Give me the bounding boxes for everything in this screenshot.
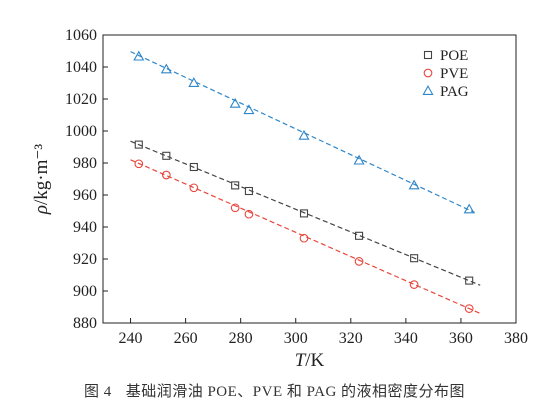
pve-fit-line <box>130 159 481 314</box>
legend: POE PVE PAG <box>422 48 469 100</box>
poe-point <box>410 254 419 263</box>
pag-point <box>160 63 172 74</box>
pag-point <box>408 179 420 190</box>
x-tick-label: 320 <box>339 330 363 347</box>
figure-caption-text: 基础润滑油 POE、PVE 和 PAG 的液相密度分布图 <box>125 384 466 400</box>
y-tick-label: 880 <box>73 315 97 332</box>
y-tick-label: 1060 <box>65 27 97 44</box>
pve-point <box>354 257 364 266</box>
x-tick-label: 340 <box>394 330 418 347</box>
figure-label: 图 4 <box>83 384 112 400</box>
y-tick-label: 1000 <box>65 123 97 140</box>
x-tick-label: 280 <box>229 330 253 347</box>
pve-point <box>244 209 254 219</box>
y-tick-label: 1020 <box>65 91 97 108</box>
pve-legend-label: PVE <box>440 66 468 82</box>
y-tick-label: 920 <box>73 251 97 268</box>
x-tick-label: 300 <box>284 330 308 347</box>
y-tick-label: 960 <box>73 187 97 204</box>
poe-point <box>244 186 253 196</box>
pag-point <box>229 97 241 108</box>
x-tick-label: 360 <box>449 330 473 347</box>
poe-point <box>231 181 240 190</box>
x-tick-label: 380 <box>504 330 528 347</box>
pve-point <box>161 170 171 180</box>
poe-legend-label: POE <box>440 48 468 64</box>
data-points <box>133 50 475 313</box>
x-axis-var: T <box>295 350 307 371</box>
poe-point <box>355 231 364 240</box>
fit-lines <box>130 51 481 314</box>
pve-point <box>464 304 474 313</box>
y-tick-label: 1040 <box>65 59 97 76</box>
y-axis-var: ρ <box>31 205 52 215</box>
x-tick-label: 260 <box>174 330 198 347</box>
pve-point <box>134 159 144 169</box>
pag-point <box>243 104 255 115</box>
pag-point <box>463 203 475 214</box>
axis-ticks: 240 260 280 300 320 340 360 380 880 900 920 940 960 9… <box>65 27 528 347</box>
pag-fit-line <box>130 51 475 214</box>
x-axis-title: T/K <box>295 350 325 371</box>
poe-legend-marker <box>423 50 433 60</box>
pag-legend-marker <box>422 85 434 95</box>
pve-legend-marker <box>423 68 433 78</box>
x-axis-unit: /K <box>305 350 324 371</box>
pve-point <box>189 183 199 193</box>
poe-point <box>465 276 474 285</box>
plot-frame <box>102 34 517 324</box>
poe-fit-line <box>130 140 481 286</box>
pag-point <box>353 154 365 165</box>
pag-point <box>298 129 310 140</box>
figure-caption: 图 4 基础润滑油 POE、PVE 和 PAG 的液相密度分布图 <box>0 380 549 401</box>
y-axis-unit: /kg·m⁻³ <box>31 144 52 205</box>
pag-legend-label: PAG <box>440 84 469 100</box>
y-axis-title: ρ/kg·m⁻³ <box>31 144 52 216</box>
pve-point <box>230 203 240 213</box>
poe-point <box>134 140 143 149</box>
x-tick-label: 240 <box>119 330 143 347</box>
poe-point <box>162 151 171 160</box>
poe-point <box>189 162 198 172</box>
poe-point <box>299 209 309 218</box>
y-tick-label: 940 <box>73 219 97 236</box>
pve-point <box>409 280 419 289</box>
pve-point <box>299 233 309 243</box>
pag-point <box>188 77 200 87</box>
pag-point <box>133 50 145 61</box>
density-temperature-chart: 240 260 280 300 320 340 360 380 880 900 920 940 960 9… <box>31 27 528 371</box>
y-tick-label: 900 <box>73 283 97 300</box>
y-tick-label: 980 <box>73 155 97 172</box>
